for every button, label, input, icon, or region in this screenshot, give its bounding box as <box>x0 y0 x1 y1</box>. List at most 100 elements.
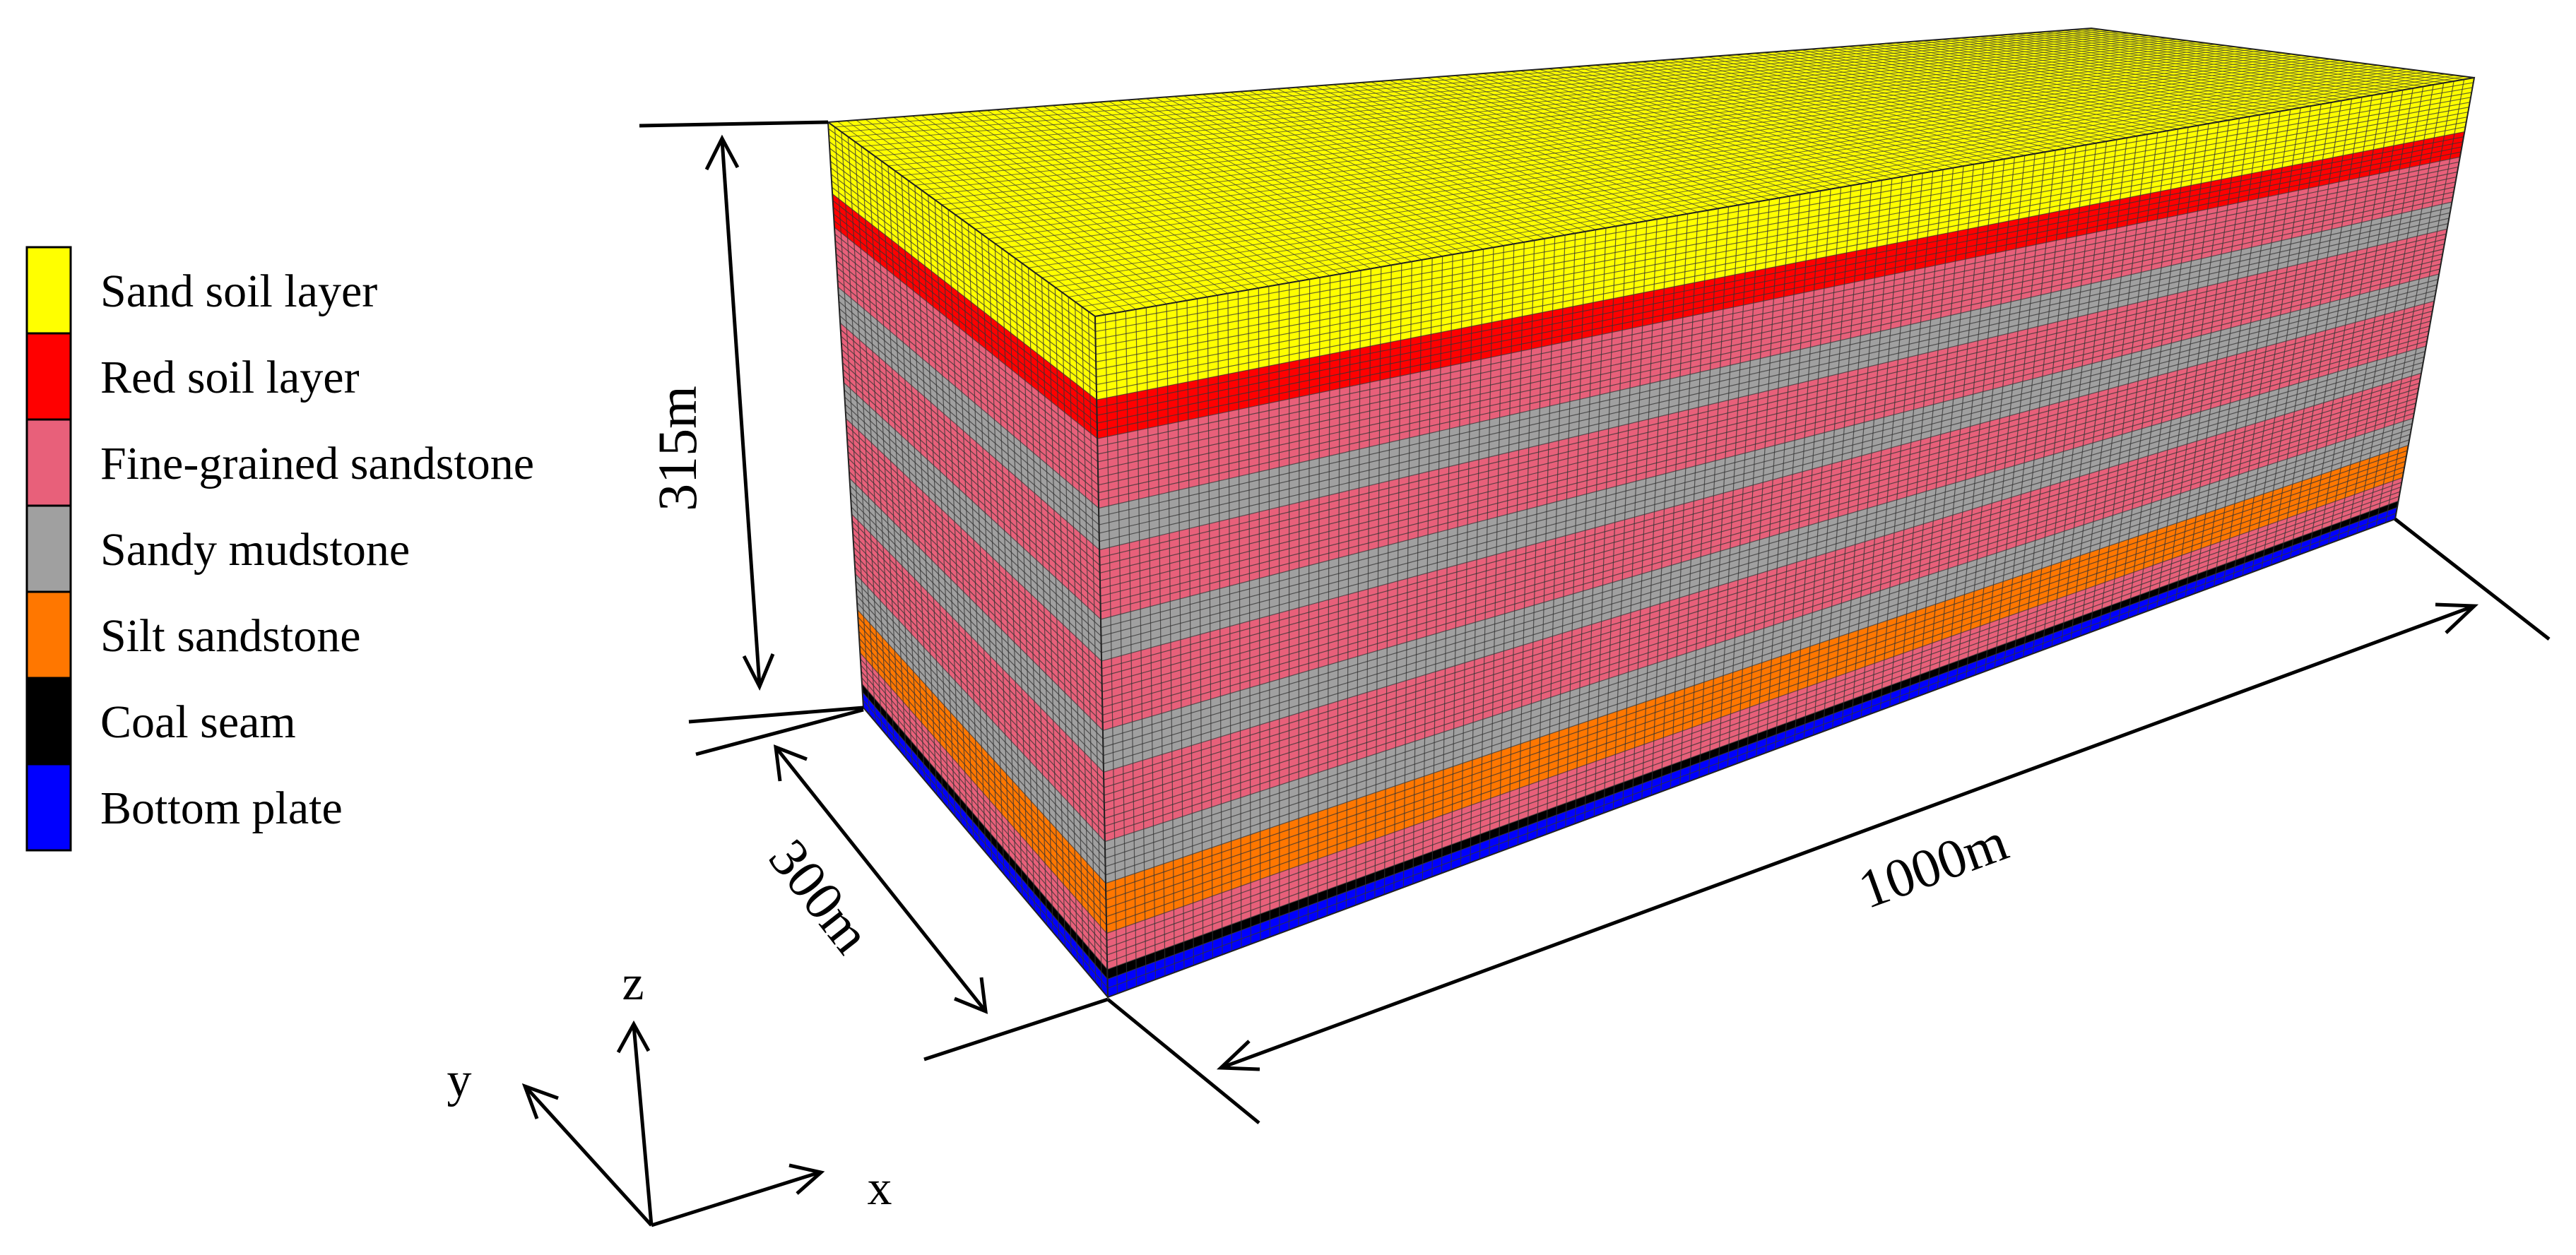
top-mesh-line <box>834 29 2101 128</box>
legend-label: Bottom plate <box>100 783 343 834</box>
front-face-mesh-col <box>2223 109 2291 583</box>
model-block <box>826 27 2476 999</box>
front-face-mesh-row <box>1106 477 2403 934</box>
front-face-mesh-col <box>1679 210 1709 785</box>
front-face-mesh-col <box>1966 157 2015 679</box>
front-face-mesh-row <box>1101 321 2431 693</box>
top-mesh-line <box>1041 67 2398 278</box>
model-top-face <box>826 27 2475 318</box>
left-face-mesh-col <box>1008 253 1029 903</box>
top-mesh-line <box>881 37 2168 162</box>
front-face-mesh-col <box>1460 251 1474 867</box>
front-face-mesh-col <box>2385 79 2465 523</box>
front-face-mesh-col <box>1237 291 1242 948</box>
front-face-mesh-col <box>1946 160 1995 686</box>
front-face-mesh-col <box>1135 309 1147 983</box>
front-face-mesh-row <box>1097 171 2458 463</box>
z-axis-label: z <box>622 956 644 1011</box>
front-face-mesh-col <box>1470 249 1484 863</box>
left-face-mesh-col <box>934 199 962 824</box>
front-face-mesh-col <box>1227 293 1233 951</box>
front-face-mesh-row <box>1105 444 2409 884</box>
left-face-mesh-col <box>914 185 944 802</box>
front-face-mesh-col <box>1517 240 1535 845</box>
left-face-mesh-col <box>921 190 950 809</box>
front-face-mesh-col <box>2004 150 2056 665</box>
front-face-mesh-row <box>1096 107 2469 362</box>
front-face-mesh-row <box>1097 151 2462 432</box>
front-face-mesh-row <box>1096 112 2469 370</box>
front-face-mesh-row <box>1106 491 2401 956</box>
front-face-mesh-col <box>1451 252 1464 870</box>
front-face-mesh-row <box>1097 136 2464 408</box>
front-face-mesh-col <box>1889 171 1934 707</box>
front-face-mesh-col <box>2375 81 2454 527</box>
front-face-mesh-col <box>1336 273 1341 912</box>
front-face-mesh-col <box>1956 159 2005 682</box>
legend-swatch <box>25 332 72 421</box>
front-face-mesh-col <box>2232 107 2301 580</box>
front-face-mesh-row <box>1104 388 2419 796</box>
top-mesh-line <box>1048 69 2408 283</box>
front-face-mesh-col <box>2127 127 2189 619</box>
front-face-mesh-col <box>1565 231 1586 828</box>
front-face-mesh-row <box>1105 439 2410 876</box>
front-face-mesh-row <box>1103 372 2422 773</box>
top-mesh-line <box>1055 70 2417 288</box>
left-face-mesh-col <box>1027 268 1048 925</box>
left-face-mesh-col <box>887 165 919 773</box>
top-mesh-line <box>1061 71 2427 293</box>
front-face-mesh-row <box>1104 382 2420 788</box>
front-face-stratum <box>1101 274 2440 661</box>
front-face-mesh-col <box>1422 258 1433 881</box>
left-face-mesh-col <box>974 229 998 867</box>
front-face-mesh-col <box>1546 234 1566 835</box>
front-face-stratum <box>1107 507 2397 997</box>
front-face-mesh-col <box>1985 153 2036 672</box>
front-face-mesh-row <box>1104 398 2417 811</box>
front-face-mesh-col <box>1383 265 1392 895</box>
x-axis-label: x <box>868 1161 892 1215</box>
front-face-mesh-col <box>1498 244 1515 852</box>
front-face-mesh-col <box>1822 184 1862 732</box>
front-face-mesh-col <box>1374 266 1382 898</box>
left-face-mesh-col <box>1041 277 1060 940</box>
left-face-mesh-col <box>928 195 956 816</box>
height-arrow-head-top <box>704 134 740 171</box>
front-face-mesh-row <box>1096 126 2466 393</box>
front-face-mesh-col <box>1317 277 1321 920</box>
height-extension-bottom <box>688 706 864 724</box>
front-face-mesh-row <box>1096 121 2466 386</box>
front-face-mesh-row <box>1105 434 2411 867</box>
front-face-mesh-row <box>1095 87 2473 333</box>
left-face-mesh-col <box>861 146 894 744</box>
front-face-mesh-col <box>1489 245 1504 856</box>
front-face-mesh-col <box>2327 90 2404 545</box>
top-mesh-line <box>968 54 2293 225</box>
front-face-mesh-row <box>1107 506 2398 980</box>
top-mesh-line <box>1001 60 2341 249</box>
front-face-mesh-row <box>1104 377 2421 780</box>
front-face-mesh-row <box>1098 182 2456 478</box>
legend: Sand soil layer Red soil layer Fine-grai… <box>25 246 534 852</box>
y-axis-label: y <box>447 1053 472 1107</box>
coordinate-axes: z y x <box>447 956 892 1227</box>
left-face-mesh-col <box>901 175 931 787</box>
top-mesh-line <box>981 56 2312 234</box>
front-face-mesh-col <box>2042 143 2097 650</box>
front-face-mesh-col <box>1784 191 1821 746</box>
front-face-mesh-col <box>2308 93 2383 552</box>
legend-swatch <box>25 590 72 679</box>
front-face-mesh-row <box>1106 487 2401 948</box>
front-face-mesh-row <box>1099 238 2446 566</box>
front-face-mesh-row <box>1099 207 2452 517</box>
front-face-mesh-col <box>1278 284 1280 934</box>
front-face-mesh-col <box>1650 215 1678 796</box>
top-mesh-line <box>1034 66 2389 273</box>
front-face-mesh-row <box>1097 156 2461 439</box>
front-face-mesh-row <box>1105 428 2412 859</box>
front-face-mesh-col <box>1879 173 1923 710</box>
front-face-mesh-col <box>1765 194 1801 754</box>
front-face-mesh-col <box>2080 136 2138 636</box>
front-face-mesh-col <box>1718 203 1749 771</box>
